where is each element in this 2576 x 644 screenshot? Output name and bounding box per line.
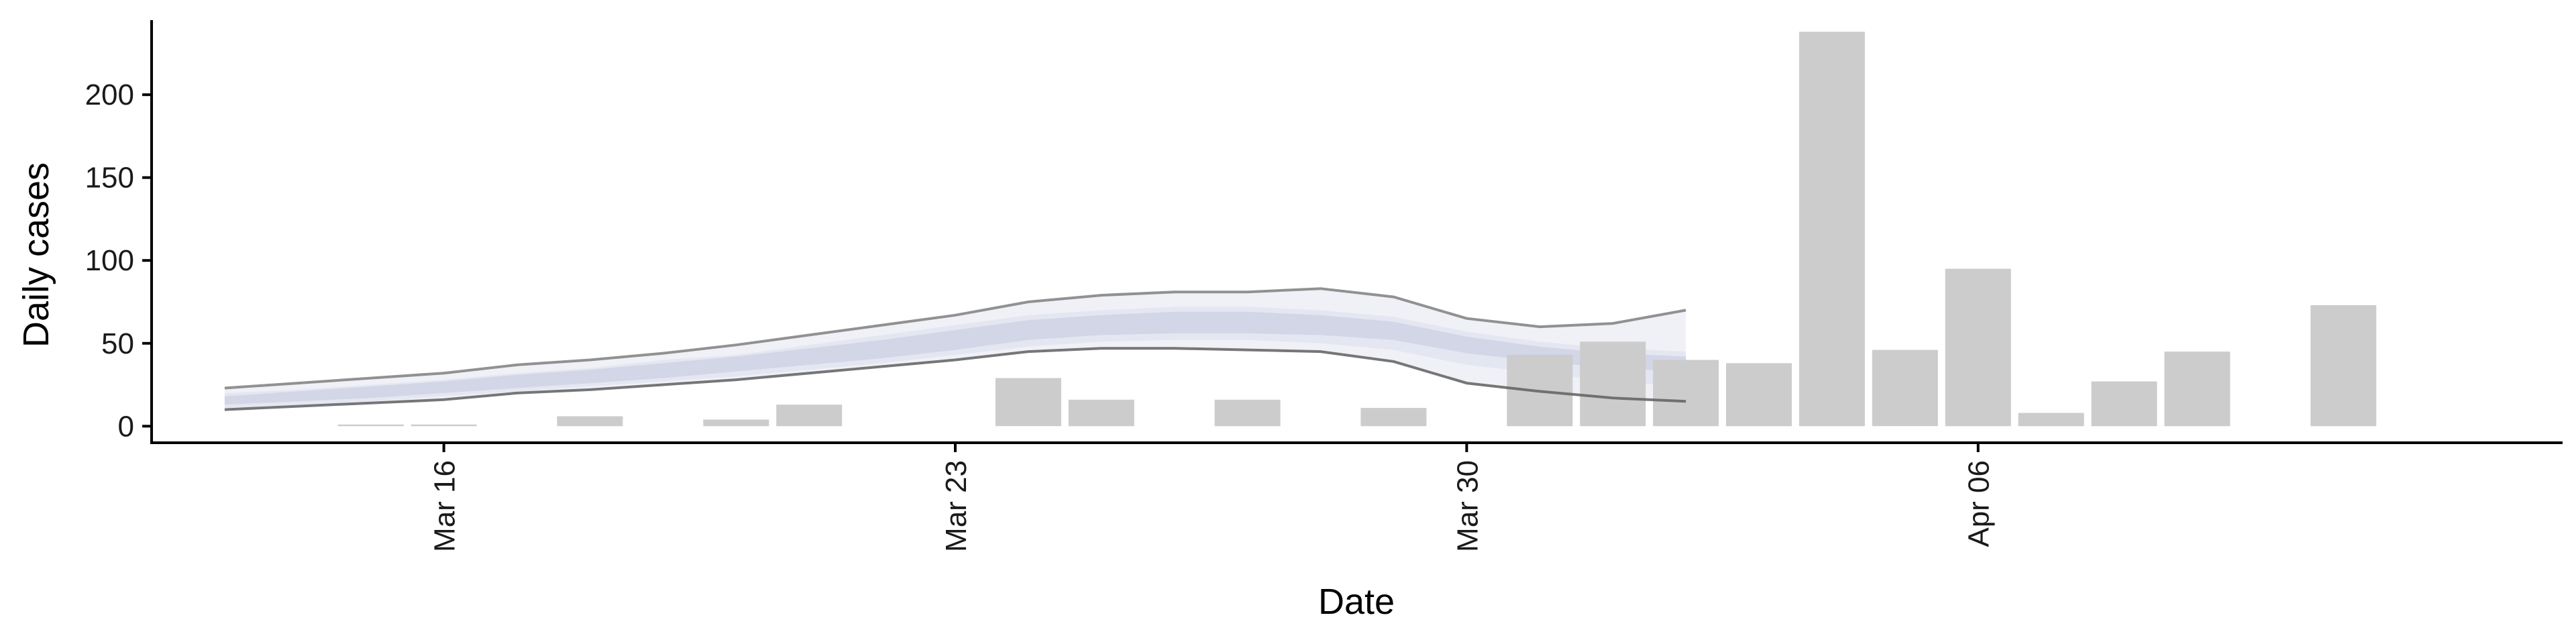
x-tick-label: Apr 06 — [1963, 460, 1996, 547]
bar — [557, 416, 623, 427]
bar — [1872, 350, 1938, 427]
bar — [1799, 32, 1865, 427]
x-axis-title: Date — [1318, 582, 1395, 622]
bar — [1068, 399, 1134, 427]
y-ticks: 0 50 100 150 200 — [85, 78, 152, 443]
y-tick-label: 200 — [85, 78, 134, 111]
y-tick-label: 100 — [85, 244, 134, 277]
bar — [1214, 399, 1281, 427]
x-tick-label: Mar 23 — [940, 460, 973, 552]
y-tick-label: 150 — [85, 162, 134, 195]
bar — [1653, 360, 1719, 427]
bar — [703, 419, 769, 427]
bar — [1726, 363, 1792, 427]
x-ticks: Mar 16 Mar 23 Mar 30 Apr 06 — [429, 443, 1996, 552]
bar — [337, 424, 404, 427]
bar — [2018, 413, 2084, 427]
bar — [2164, 352, 2231, 427]
estimate-lines — [224, 287, 1686, 411]
bar — [1360, 408, 1427, 427]
y-tick-label: 0 — [118, 410, 134, 443]
axes — [150, 20, 2563, 444]
x-tick-label: Mar 16 — [429, 460, 462, 552]
bar — [1945, 268, 2011, 427]
bar — [411, 424, 477, 427]
bars — [337, 32, 2377, 427]
bar — [776, 405, 843, 427]
bar — [2091, 381, 2157, 427]
lower-bound-line — [224, 347, 1686, 411]
band-inner — [224, 311, 1686, 405]
bar — [1580, 341, 1646, 427]
y-axis-title: Daily cases — [16, 162, 56, 347]
bar — [995, 378, 1061, 427]
upper-bound-line — [224, 287, 1686, 390]
y-tick-label: 50 — [101, 327, 134, 360]
bar — [2310, 305, 2377, 427]
x-tick-label: Mar 30 — [1451, 460, 1484, 552]
estimate-bands — [224, 288, 1686, 410]
